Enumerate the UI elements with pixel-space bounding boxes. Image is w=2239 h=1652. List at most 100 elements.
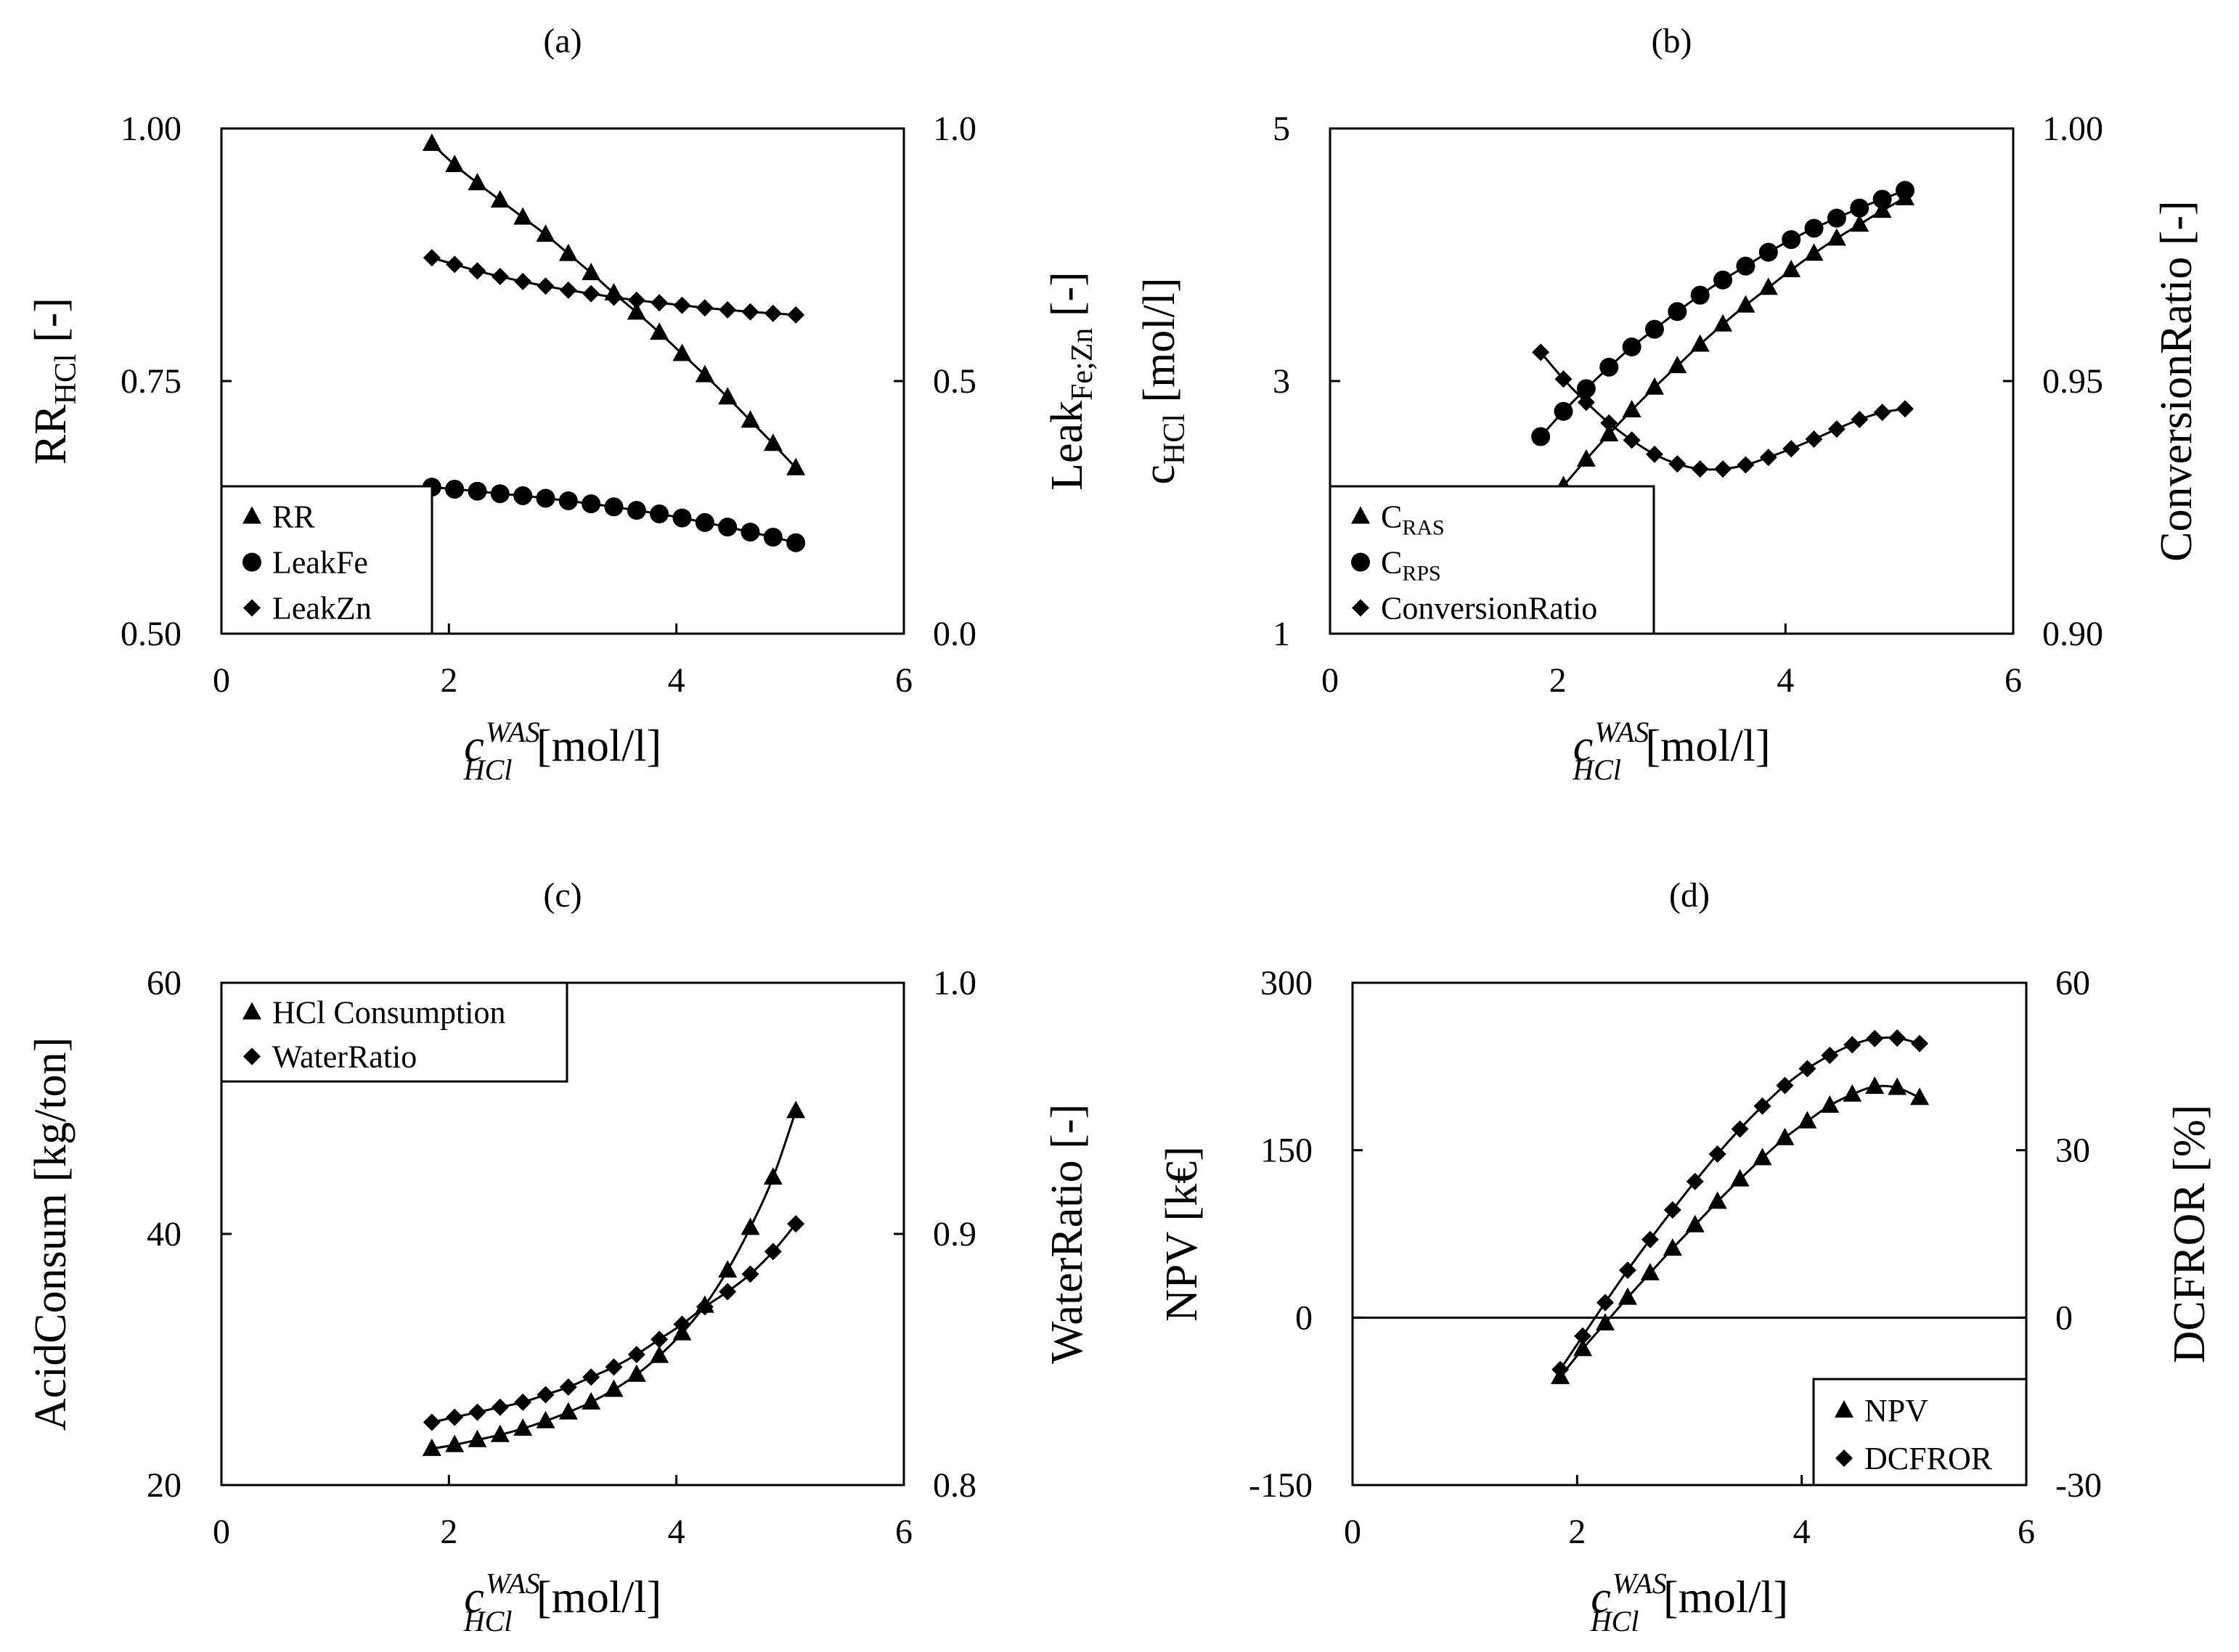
x-tick-label: 2: [440, 661, 457, 700]
series-line: [1539, 351, 1906, 471]
data-point: [787, 1215, 805, 1233]
data-point: [468, 1403, 486, 1421]
data-point: [1843, 1084, 1862, 1102]
label-part: WAS: [1612, 1567, 1667, 1600]
data-point: [1618, 1261, 1636, 1279]
x-tick-label: 6: [2018, 1513, 2035, 1551]
data-point: [718, 387, 738, 405]
label-part: HCl: [463, 1605, 513, 1637]
x-tick-label: 4: [1777, 661, 1794, 700]
data-point: [1641, 1230, 1659, 1248]
series-npv: [1551, 1076, 1930, 1384]
label-part: [mol/l]: [525, 1573, 661, 1622]
data-point: [513, 207, 533, 225]
y-right-tick-label: 0.0: [933, 615, 976, 653]
legend-marker: [1352, 599, 1369, 617]
data-point: [1753, 1148, 1772, 1166]
data-point: [696, 299, 714, 317]
data-point: [1668, 356, 1687, 374]
data-point: [1668, 302, 1687, 322]
data-point: [1668, 455, 1687, 473]
legend-label: LeakFe: [272, 545, 368, 581]
label-part: WAS: [486, 716, 540, 748]
plot-frame: [1351, 981, 2028, 1487]
data-point: [695, 512, 714, 532]
y-right-tick-label: 0.90: [2042, 615, 2103, 653]
data-point: [1596, 1313, 1615, 1331]
x-axis: 0 2 4 6: [1344, 1475, 2035, 1551]
data-point: [718, 518, 738, 537]
legend-marker: [1835, 1400, 1853, 1418]
y-left-tick-label: 0.50: [121, 615, 182, 653]
data-point: [536, 1410, 555, 1428]
data-point: [1623, 431, 1641, 449]
y-right-tick-label: 30: [2055, 1132, 2090, 1170]
data-point: [1708, 1145, 1726, 1164]
data-point: [446, 255, 464, 274]
data-point: [1888, 1077, 1907, 1095]
data-point: [1576, 449, 1596, 467]
data-point: [672, 343, 692, 361]
data-point: [1691, 460, 1709, 478]
data-point: [1554, 401, 1573, 421]
label-part: [%]: [2165, 1105, 2214, 1183]
legend: NPV DCFROR: [1812, 1378, 2028, 1487]
label-part: HCl: [1590, 1605, 1639, 1637]
data-point: [695, 364, 714, 383]
data-point: [650, 1345, 669, 1363]
data-point: [1872, 200, 1892, 218]
data-point: [1804, 243, 1824, 261]
data-point: [673, 1315, 691, 1333]
panel-label: (a): [543, 22, 582, 60]
legend-label: HCl Consumption: [272, 995, 506, 1031]
data-point: [1872, 189, 1892, 209]
y-left-tick-label: 60: [147, 964, 182, 1002]
label-part: AcidConsum: [26, 1193, 76, 1431]
legend-label: NPV: [1864, 1393, 1928, 1428]
data-point: [1827, 420, 1846, 438]
data-point: [627, 501, 646, 520]
label-part: [mol/l]: [1634, 721, 1771, 771]
label-part: HCl: [1572, 753, 1621, 786]
series-c-rps: [1531, 181, 1915, 446]
data-point: [764, 1243, 782, 1261]
data-point: [763, 1167, 783, 1185]
data-point: [1910, 1087, 1930, 1105]
y-right-tick-label: 1.0: [933, 964, 976, 1002]
data-point: [536, 224, 555, 242]
legend-label-main: NPV: [1864, 1393, 1928, 1428]
data-point: [1866, 1029, 1884, 1047]
legend-label-main: ConversionRatio: [1381, 591, 1597, 626]
legend-marker: [242, 506, 261, 524]
data-point: [491, 267, 509, 285]
data-point: [1663, 1238, 1682, 1256]
data-point: [1758, 242, 1778, 262]
y-right-axis-title: DCFROR [%]: [2165, 1105, 2214, 1364]
panel-label: (d): [1669, 876, 1710, 915]
data-point: [719, 300, 737, 319]
data-point: [1731, 1120, 1749, 1138]
data-point: [423, 1413, 441, 1431]
x-axis: 0 2 4 6: [213, 1475, 913, 1551]
data-point: [514, 1393, 532, 1411]
label-part: [mol/l]: [525, 721, 661, 771]
y-axis-left: 1 3 5: [1273, 110, 1340, 653]
x-tick-label: 6: [2005, 661, 2022, 700]
label-part: WAS: [486, 1567, 540, 1600]
data-point: [650, 504, 669, 524]
legend-label-main: DCFROR: [1864, 1441, 1993, 1476]
series-waterratio: [423, 1215, 805, 1431]
data-point: [1759, 449, 1777, 467]
data-point: [1599, 424, 1619, 442]
data-point: [741, 523, 760, 542]
data-point: [513, 486, 533, 505]
y-left-tick-label: 1: [1273, 615, 1290, 653]
data-point: [1737, 456, 1755, 474]
data-point: [1888, 1029, 1906, 1047]
chart-panel-d: (d) 0 2 4 6 -150 0 150 300 -30 0 30 60 cWAS HCl [mol/l…: [1157, 876, 2214, 1637]
y-axis-right: 0.8 0.9 1.0: [894, 964, 976, 1505]
chart-panel-a: (a) 0 2 4 6 0.50 0.75 1.00 0.0 0.5 1.0 cWAS HCl [mol…: [26, 22, 1099, 786]
y-right-tick-label: 1.00: [2042, 110, 2103, 148]
y-left-tick-label: 3: [1273, 362, 1290, 401]
y-axis-right: 0.90 0.95 1.00: [2003, 110, 2103, 653]
